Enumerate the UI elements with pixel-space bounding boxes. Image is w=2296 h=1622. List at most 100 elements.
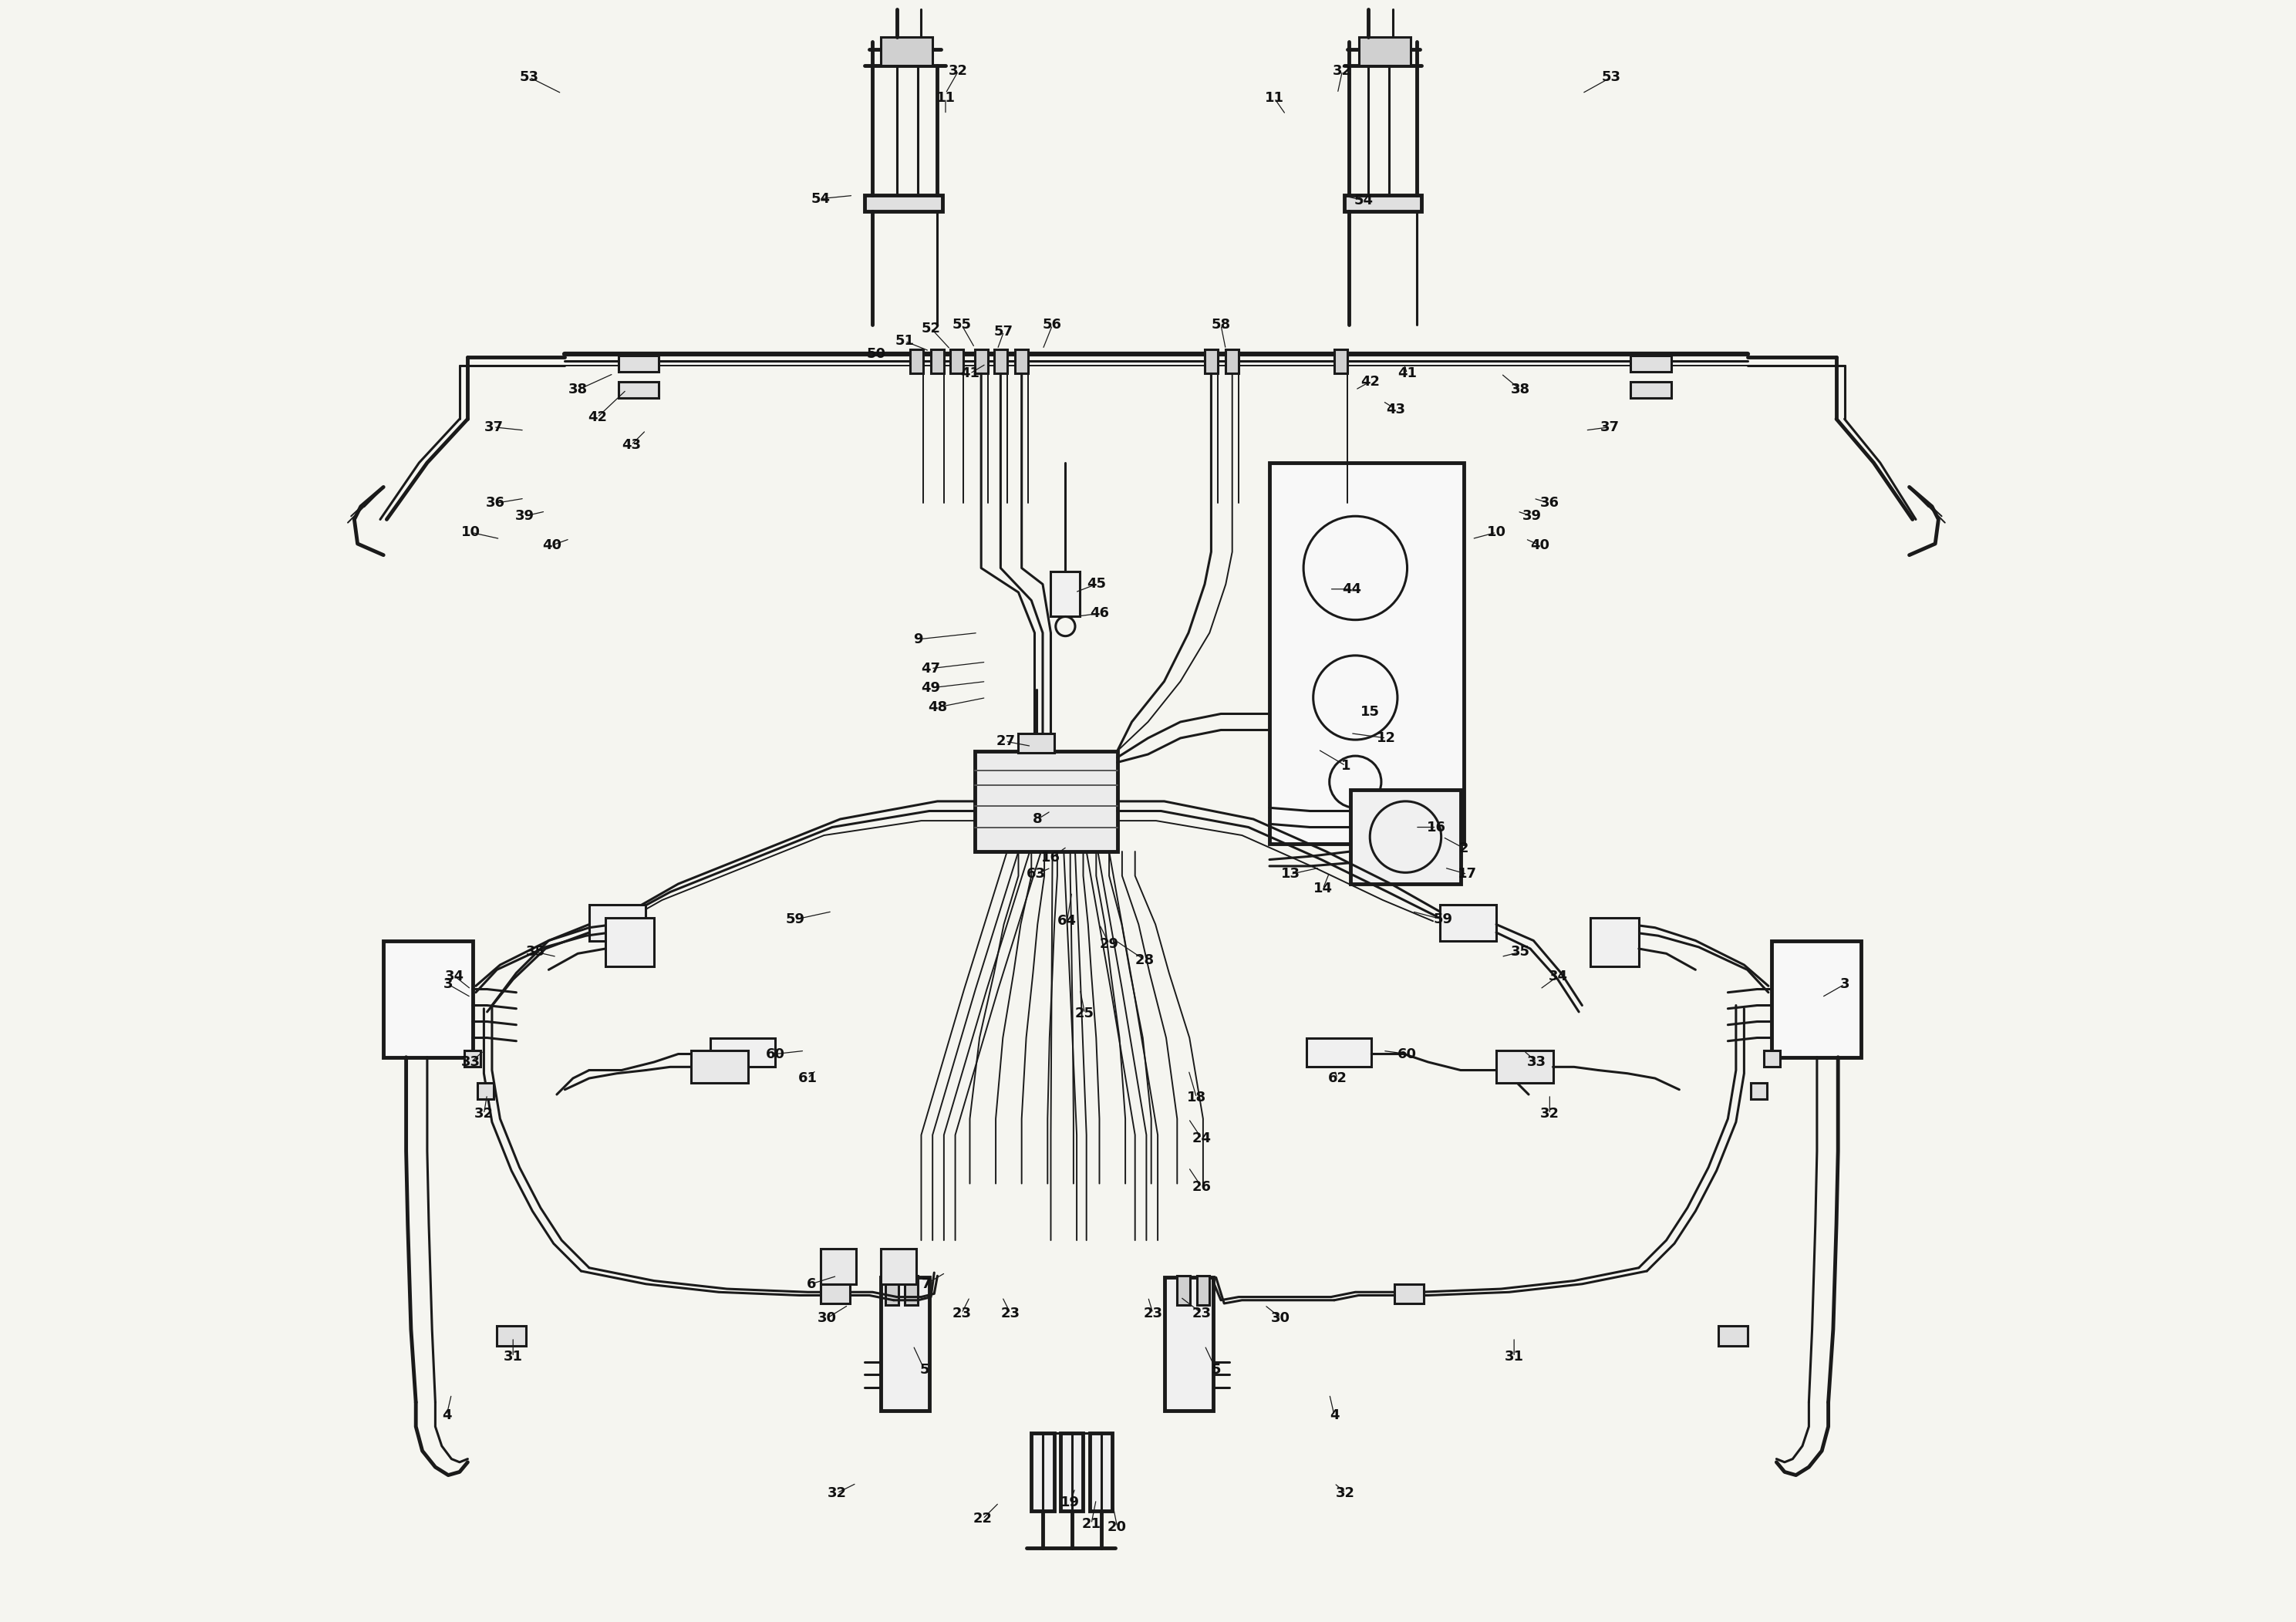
Text: 60: 60 <box>767 1048 785 1061</box>
Bar <box>1763 1051 1779 1067</box>
Text: 54: 54 <box>810 191 831 206</box>
Bar <box>882 1249 916 1285</box>
Text: 4: 4 <box>1329 1408 1339 1422</box>
Bar <box>1359 37 1410 67</box>
Bar <box>976 349 987 373</box>
Text: 23: 23 <box>1143 1306 1162 1320</box>
Text: 55: 55 <box>953 318 971 333</box>
Bar <box>951 349 964 373</box>
Text: 5: 5 <box>921 1362 930 1377</box>
Bar <box>1052 571 1079 616</box>
Bar <box>886 1277 898 1306</box>
Bar <box>691 1051 748 1083</box>
Text: 60: 60 <box>1398 1048 1417 1061</box>
Bar <box>1226 349 1240 373</box>
Text: 44: 44 <box>1343 582 1362 595</box>
Text: 41: 41 <box>960 367 980 381</box>
Text: 6: 6 <box>806 1277 815 1291</box>
Text: 43: 43 <box>622 438 641 453</box>
Text: 14: 14 <box>1313 882 1332 895</box>
Bar <box>1091 1432 1111 1510</box>
Bar <box>1019 733 1054 753</box>
Bar <box>1591 918 1639 967</box>
Bar <box>866 196 941 211</box>
Bar <box>1394 1285 1424 1304</box>
Bar <box>590 905 645 941</box>
Text: 50: 50 <box>866 347 886 362</box>
Text: 40: 40 <box>1531 539 1550 551</box>
Text: 59: 59 <box>1433 913 1453 926</box>
Text: 21: 21 <box>1081 1517 1102 1531</box>
Text: 57: 57 <box>994 324 1013 339</box>
Text: 61: 61 <box>799 1072 817 1085</box>
Text: 19: 19 <box>1061 1495 1079 1510</box>
Text: 24: 24 <box>1192 1131 1210 1145</box>
Text: 41: 41 <box>1398 367 1417 381</box>
Text: 36: 36 <box>484 496 505 511</box>
Text: 54: 54 <box>1355 193 1373 208</box>
Text: 32: 32 <box>475 1106 494 1121</box>
Text: 38: 38 <box>567 383 588 397</box>
Text: 33: 33 <box>461 1056 480 1069</box>
Text: 1: 1 <box>1341 759 1350 772</box>
Bar <box>496 1327 526 1346</box>
Text: 11: 11 <box>1265 91 1283 105</box>
Text: 34: 34 <box>445 970 464 983</box>
Text: 35: 35 <box>1511 946 1529 959</box>
Text: 11: 11 <box>937 91 955 105</box>
Text: 3: 3 <box>1839 978 1848 991</box>
Bar <box>1497 1051 1552 1083</box>
Text: 23: 23 <box>1001 1306 1019 1320</box>
Text: 12: 12 <box>1378 732 1396 744</box>
Text: 26: 26 <box>1192 1179 1210 1194</box>
Text: 37: 37 <box>1600 420 1619 435</box>
Text: 29: 29 <box>1100 938 1118 950</box>
Text: 52: 52 <box>921 321 941 336</box>
Bar <box>1178 1277 1189 1306</box>
Bar <box>1773 941 1860 1058</box>
Text: 9: 9 <box>914 633 923 646</box>
Bar <box>383 941 473 1058</box>
Text: 5: 5 <box>1212 1362 1221 1377</box>
Text: 23: 23 <box>953 1306 971 1320</box>
Bar <box>909 349 923 373</box>
Bar <box>1270 462 1465 843</box>
Text: 39: 39 <box>514 509 535 524</box>
Bar <box>820 1285 850 1304</box>
Bar <box>478 1083 494 1100</box>
Bar <box>882 37 932 67</box>
Text: 30: 30 <box>1272 1311 1290 1325</box>
Text: 31: 31 <box>503 1350 523 1364</box>
Bar <box>1350 790 1460 884</box>
Bar <box>994 349 1008 373</box>
Text: 32: 32 <box>827 1486 847 1500</box>
Bar <box>1306 1038 1371 1067</box>
Text: 4: 4 <box>441 1408 452 1422</box>
Text: 51: 51 <box>895 334 914 349</box>
Text: 42: 42 <box>588 410 606 425</box>
Bar <box>820 1249 856 1285</box>
Bar <box>1717 1327 1747 1346</box>
Bar <box>1205 349 1217 373</box>
Text: 42: 42 <box>1359 375 1380 389</box>
Bar <box>905 1277 918 1306</box>
Bar <box>1630 355 1671 371</box>
Bar <box>1196 1277 1210 1306</box>
Text: 15: 15 <box>1359 706 1380 719</box>
Bar <box>1334 349 1348 373</box>
Bar <box>1343 196 1421 211</box>
Text: 31: 31 <box>1504 1350 1525 1364</box>
Bar <box>618 355 659 371</box>
Text: 49: 49 <box>921 681 941 694</box>
Text: 63: 63 <box>1026 868 1047 881</box>
Bar <box>930 349 944 373</box>
Text: 33: 33 <box>1527 1056 1548 1069</box>
Text: 53: 53 <box>519 70 540 84</box>
Text: 18: 18 <box>1187 1090 1205 1105</box>
Bar <box>618 381 659 397</box>
Bar <box>606 918 654 967</box>
Text: 59: 59 <box>785 913 804 926</box>
Text: 10: 10 <box>461 526 480 540</box>
Bar <box>1630 381 1671 397</box>
Text: 8: 8 <box>1033 813 1042 826</box>
